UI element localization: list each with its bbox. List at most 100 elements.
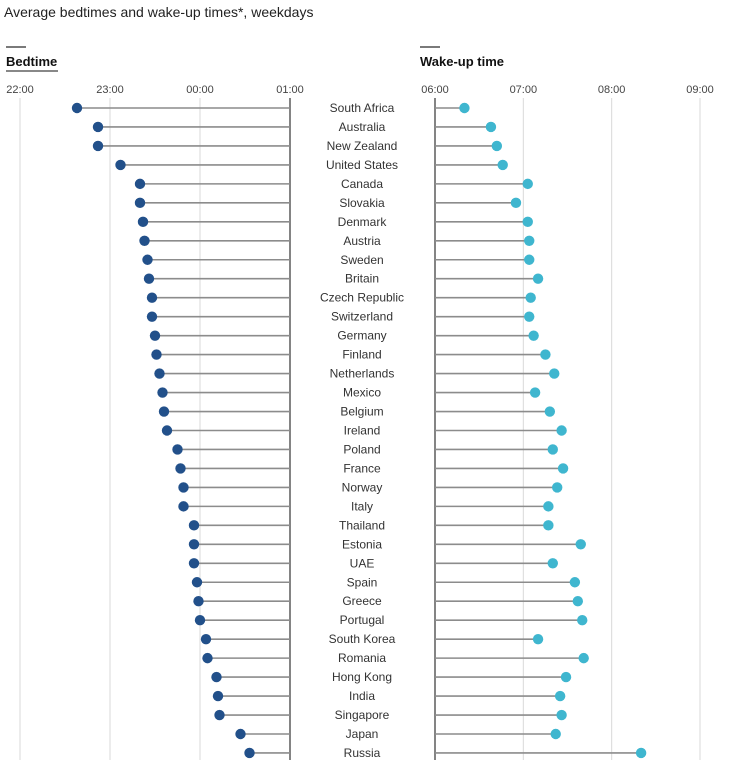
bedtime-dot xyxy=(214,709,225,721)
country-label: Thailand xyxy=(339,518,385,532)
bedtime-dot xyxy=(172,444,183,455)
bedtime-dot xyxy=(151,349,162,360)
wakeup-gridlines xyxy=(434,98,701,760)
bedtime-panel-marker xyxy=(6,46,26,48)
wakeup-dot xyxy=(459,102,470,114)
wakeup-dot xyxy=(510,197,522,209)
wakeup-dot xyxy=(569,577,581,588)
country-label: Italy xyxy=(351,499,373,513)
wakeup-dot xyxy=(547,558,558,569)
wakeup-dot xyxy=(554,690,566,702)
country-label: Sweden xyxy=(340,253,383,267)
country-label: Slovakia xyxy=(339,196,385,210)
wakeup-dot xyxy=(522,216,533,228)
wakeup-dot xyxy=(540,349,551,360)
wakeup-dot xyxy=(524,254,535,265)
wakeup-marks xyxy=(435,102,647,759)
bedtime-dot xyxy=(191,577,203,588)
wakeup-dot xyxy=(635,747,647,759)
country-label: Japan xyxy=(346,727,379,741)
country-label: United States xyxy=(326,158,398,172)
country-label: Romania xyxy=(338,651,386,665)
wakeup-dot xyxy=(485,121,497,133)
bedtime-dot xyxy=(194,614,206,626)
wakeup-dot xyxy=(575,539,586,550)
wakeup-tick-label: 06:00 xyxy=(421,84,449,96)
bedtime-dot xyxy=(142,254,153,265)
wakeup-dot xyxy=(529,387,541,398)
country-label: Netherlands xyxy=(330,367,395,381)
bedtime-dot xyxy=(235,728,246,740)
wakeup-dot xyxy=(577,614,588,626)
bedtime-dot xyxy=(92,140,104,152)
bedtime-tick-label: 00:00 xyxy=(186,84,214,96)
bedtime-dot xyxy=(212,690,224,702)
country-label: Czech Republic xyxy=(320,291,404,305)
wakeup-dot xyxy=(532,633,544,645)
bedtime-dot xyxy=(157,387,168,398)
wakeup-tick-label: 08:00 xyxy=(598,84,626,96)
country-label: South Africa xyxy=(330,101,395,115)
bedtime-tick-label: 22:00 xyxy=(6,84,34,96)
country-label: Hong Kong xyxy=(332,670,392,684)
bedtime-dot xyxy=(149,330,161,341)
bedtime-dot xyxy=(115,159,126,171)
country-label: Ireland xyxy=(344,423,381,437)
bedtime-tick-labels: 22:00 23:00 00:00 01:00 xyxy=(6,84,304,96)
bedtime-gridlines xyxy=(19,98,291,760)
chart-title: Average bedtimes and wake-up times*, wee… xyxy=(4,4,313,20)
wakeup-dot xyxy=(491,140,503,152)
wakeup-dot xyxy=(556,709,567,721)
wakeup-dot xyxy=(547,444,558,455)
bedtime-dot xyxy=(188,539,200,550)
wakeup-dot xyxy=(497,159,508,171)
country-label: Russia xyxy=(344,746,381,760)
bedtime-dot xyxy=(211,671,222,683)
bedtime-dot xyxy=(146,292,158,303)
bedtime-dot xyxy=(178,482,189,493)
bedtime-dot xyxy=(158,406,170,417)
country-label: South Korea xyxy=(329,632,396,646)
wakeup-dot xyxy=(543,501,554,512)
wakeup-dot xyxy=(525,292,536,303)
country-label: Estonia xyxy=(342,537,382,551)
country-label: New Zealand xyxy=(327,139,398,153)
bedtime-panel-title: Bedtime xyxy=(6,54,57,69)
bedtime-marks xyxy=(71,102,290,759)
bedtime-dot xyxy=(139,235,150,246)
bedtime-dot xyxy=(178,501,189,512)
wakeup-tick-label: 07:00 xyxy=(510,84,538,96)
wakeup-dot xyxy=(560,671,572,683)
country-label: India xyxy=(349,689,375,703)
country-label: France xyxy=(343,461,381,475)
country-label: Canada xyxy=(341,177,383,191)
country-label: Australia xyxy=(339,120,386,134)
bedtime-tick-label: 01:00 xyxy=(276,84,304,96)
country-label: Portugal xyxy=(340,613,385,627)
wakeup-dot xyxy=(524,311,535,322)
wakeup-dot xyxy=(543,520,554,531)
bedtime-dot xyxy=(200,633,212,645)
wakeup-dot xyxy=(550,728,561,740)
bedtime-dot xyxy=(202,652,213,664)
wakeup-dot xyxy=(544,406,556,417)
country-label: Mexico xyxy=(343,386,381,400)
wakeup-dot xyxy=(549,368,560,379)
wakeup-dot xyxy=(524,235,535,246)
wakeup-tick-label: 09:00 xyxy=(686,84,714,96)
wakeup-panel-marker xyxy=(420,46,440,48)
country-label: Poland xyxy=(343,442,380,456)
bedtime-dot xyxy=(175,463,186,474)
wakeup-panel-title: Wake-up time xyxy=(420,54,504,69)
country-label: Austria xyxy=(343,234,381,248)
bedtime-tick-label: 23:00 xyxy=(96,84,124,96)
country-labels: South Africa Australia New Zealand United S… xyxy=(320,101,404,760)
country-label: Britain xyxy=(345,272,379,286)
wakeup-dot xyxy=(551,482,563,493)
wakeup-dot xyxy=(528,330,539,341)
bedtime-dot xyxy=(143,273,155,284)
country-label: Belgium xyxy=(340,405,383,419)
wakeup-dot xyxy=(578,652,589,664)
wakeup-tick-labels: 06:00 07:00 08:00 09:00 xyxy=(421,84,714,96)
